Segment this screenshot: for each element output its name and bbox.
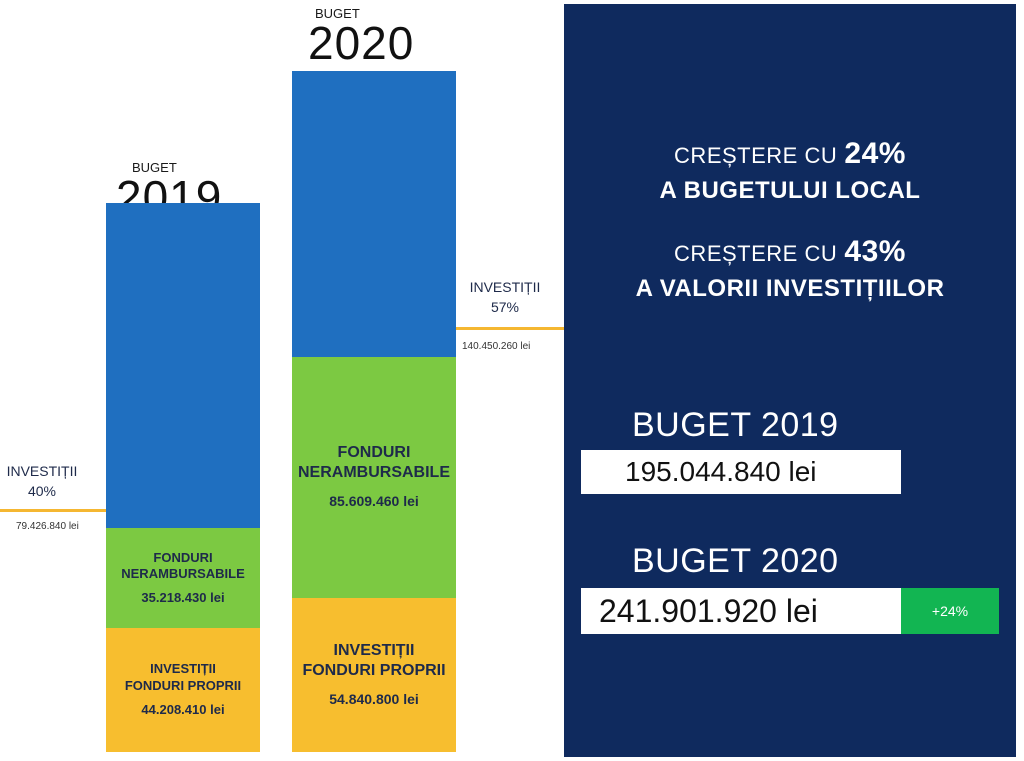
- highlight2-pct: 43%: [844, 235, 906, 268]
- investitii-2019-pct: 40%: [27, 482, 57, 499]
- segment-value: 85.609.460 lei: [329, 493, 419, 510]
- budget-2019-title: BUGET 2019: [632, 406, 839, 444]
- segment-value: 35.218.430 lei: [141, 590, 225, 606]
- investitii-2020-title: INVESTIȚII: [469, 279, 541, 295]
- summary-panel: CREȘTERE CU 24% A BUGETULUI LOCAL CREȘTE…: [564, 4, 1016, 757]
- investitii-2019-title: INVESTIȚII: [6, 463, 78, 479]
- budget-chart: BUGET 2019 INVESTIȚII FONDURI PROPRII 44.2…: [0, 6, 564, 752]
- highlight1-line2: A BUGETULUI LOCAL: [659, 176, 921, 204]
- highlight-budget-growth: CREȘTERE CU 24% A BUGETULUI LOCAL: [564, 134, 1016, 207]
- highlight2-prefix: CREȘTERE CU: [674, 241, 838, 266]
- segment-title-line1: FONDURI: [153, 549, 213, 565]
- segment-label: INVESTIȚII FONDURI PROPRII 54.840.800 lei: [302, 641, 445, 709]
- segment-title-line2: FONDURI PROPRII: [302, 662, 446, 680]
- highlight1-pct: 24%: [844, 137, 906, 170]
- bar-2019-segment-fonduri-proprii: INVESTIȚII FONDURI PROPRII 44.208.410 lei: [106, 627, 260, 752]
- investitii-2020-amount: 140.450.260 lei: [462, 341, 531, 352]
- bar-2019-segment-nerambursabile: FONDURI NERAMBURSABILE 35.218.430 lei: [106, 528, 260, 628]
- bar-2019-header-small: BUGET: [132, 160, 177, 175]
- segment-value: 44.208.410 lei: [141, 701, 225, 717]
- bar-2020-segment-nerambursabile: FONDURI NERAMBURSABILE 85.609.460 lei: [292, 356, 456, 598]
- bar-2020: INVESTIȚII FONDURI PROPRII 54.840.800 lei F…: [292, 71, 456, 752]
- investitii-2020-label: INVESTIȚII 57%: [458, 278, 552, 317]
- segment-title-line1: INVESTIȚII: [150, 661, 216, 677]
- budget-2019-amount: 195.044.840 lei: [625, 456, 817, 487]
- bar-2020-segment-fonduri-proprii: INVESTIȚII FONDURI PROPRII 54.840.800 lei: [292, 597, 456, 752]
- budget-2019-amount-box: 195.044.840 lei: [581, 450, 901, 494]
- bar-2019: INVESTIȚII FONDURI PROPRII 44.208.410 lei F…: [106, 202, 260, 752]
- segment-title-line2: NERAMBURSABILE: [121, 565, 245, 581]
- segment-title-line1: FONDURI: [337, 444, 411, 462]
- budget-2020-amount-box: 241.901.920 lei: [581, 588, 901, 634]
- bar-2019-segment-rest: [106, 202, 260, 529]
- bar-2020-segment-rest: [292, 71, 456, 357]
- investitii-2019-amount: 79.426.840 lei: [16, 521, 79, 532]
- highlight2-line2: A VALORII INVESTIȚIILOR: [635, 274, 945, 302]
- segment-label: FONDURI NERAMBURSABILE 35.218.430 lei: [121, 550, 245, 607]
- budget-2020-amount: 241.901.920 lei: [599, 592, 818, 629]
- bar-2020-header-year: 2020: [308, 17, 415, 69]
- highlight-investment-growth: CREȘTERE CU 43% A VALORII INVESTIȚIILOR: [564, 232, 1016, 305]
- highlight1-prefix: CREȘTERE CU: [674, 143, 838, 168]
- segment-value: 54.840.800 lei: [329, 691, 419, 708]
- segment-title-line1: INVESTIȚII: [333, 642, 415, 660]
- segment-title-line2: FONDURI PROPRII: [124, 677, 242, 693]
- segment-label: INVESTIȚII FONDURI PROPRII 44.208.410 lei: [125, 661, 241, 718]
- investitii-2019-label: INVESTIȚII 40%: [4, 462, 80, 501]
- growth-badge: +24%: [901, 588, 999, 634]
- investitii-2019-line: [0, 509, 106, 512]
- bar-2020-header-small: BUGET: [315, 6, 360, 21]
- investitii-2020-pct: 57%: [490, 298, 520, 315]
- budget-2020-title: BUGET 2020: [632, 542, 839, 580]
- segment-title-line2: NERAMBURSABILE: [298, 464, 450, 482]
- segment-label: FONDURI NERAMBURSABILE 85.609.460 lei: [298, 443, 450, 511]
- investitii-2020-line: [456, 327, 564, 330]
